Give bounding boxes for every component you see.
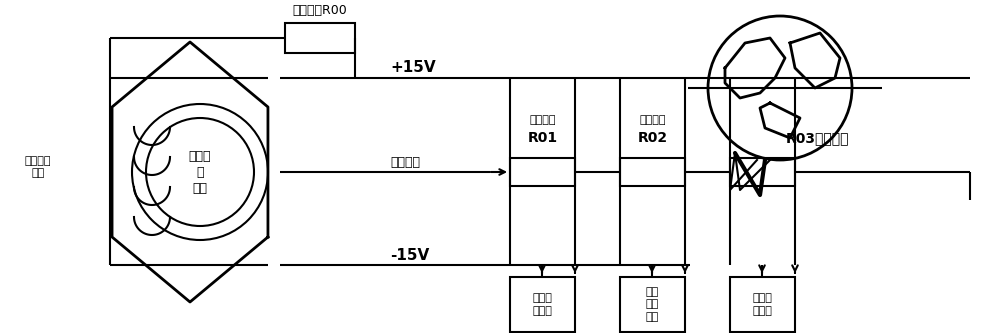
- Text: 取样电阱: 取样电阱: [639, 115, 666, 125]
- Text: 限流电阱R00: 限流电阱R00: [293, 4, 347, 17]
- Bar: [730, 277, 795, 332]
- Text: 辅助测
量取样: 辅助测 量取样: [752, 293, 772, 316]
- Text: R01: R01: [527, 131, 558, 145]
- Text: 功率测
量取样: 功率测 量取样: [532, 293, 552, 316]
- Bar: [510, 158, 575, 186]
- Text: 取样电阱: 取样电阱: [529, 115, 556, 125]
- Text: 谐波
方向
取样: 谐波 方向 取样: [645, 287, 659, 322]
- Bar: [730, 158, 795, 186]
- Text: 零点补偿
线圈: 零点补偿 线圈: [25, 156, 51, 178]
- Text: 一次穿
心
导体: 一次穿 心 导体: [189, 150, 211, 194]
- Bar: [620, 277, 685, 332]
- Text: -15V: -15V: [390, 247, 429, 262]
- Bar: [620, 158, 685, 186]
- Text: +15V: +15V: [390, 61, 436, 76]
- Text: R03取样电阱: R03取样电阱: [786, 131, 849, 145]
- Text: R02: R02: [637, 131, 668, 145]
- Bar: [510, 277, 575, 332]
- Text: 二次输出: 二次输出: [390, 156, 420, 168]
- Bar: [285, 23, 355, 53]
